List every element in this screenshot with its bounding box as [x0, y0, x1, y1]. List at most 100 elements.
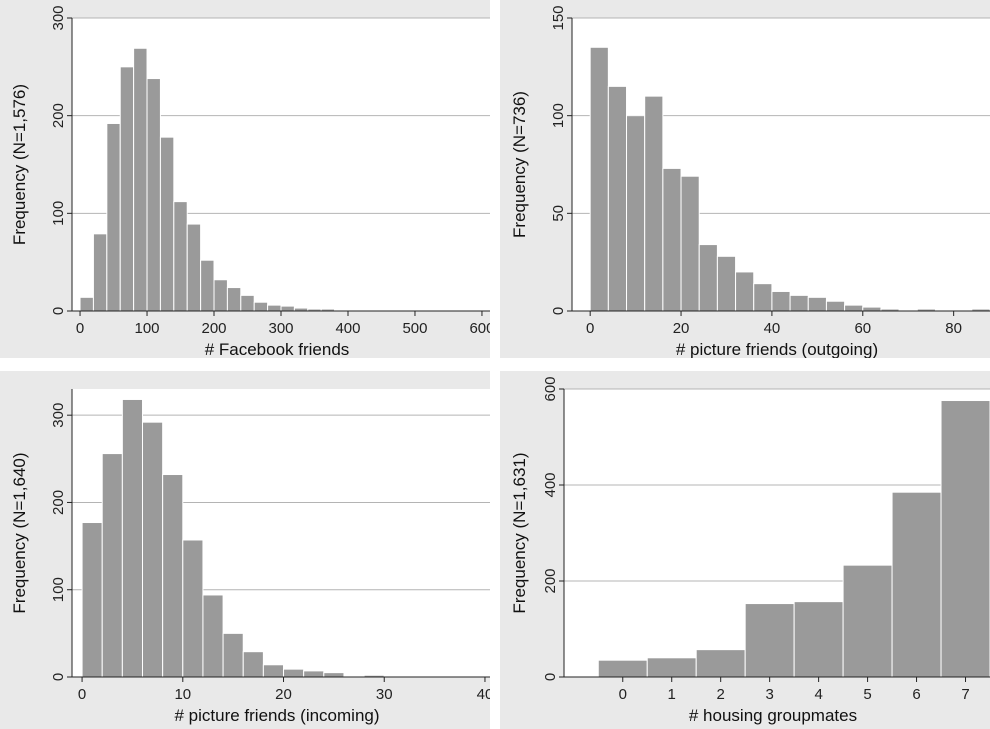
histogram-bar — [744, 603, 795, 678]
histogram-bar — [92, 233, 108, 312]
histogram-bar — [597, 659, 648, 678]
x-tick-label: 1 — [668, 686, 676, 703]
chart-svg: 0 100 200 300 0 10 20 30 40 # picture friends (in… — [10, 389, 490, 725]
y-tick-label: 300 — [50, 403, 67, 428]
histogram-bar — [200, 259, 215, 312]
y-axis-label: Frequency (N=1,640) — [10, 452, 29, 613]
y-tick-label: 0 — [50, 307, 67, 315]
histogram-bar — [716, 255, 737, 312]
y-axis-label: Frequency (N=1,631) — [510, 452, 529, 613]
x-axis-label: # housing groupmates — [689, 706, 857, 725]
histogram-bar — [789, 294, 809, 312]
histogram-bar — [162, 474, 184, 678]
y-tick-label: 100 — [550, 103, 567, 128]
histogram-bar — [626, 115, 646, 312]
histogram-bar — [262, 664, 285, 678]
y-axis-label: Frequency (N=736) — [510, 91, 529, 238]
histogram-bar — [119, 66, 135, 312]
y-tick-label: 200 — [50, 490, 67, 515]
x-tick-label: 0 — [619, 686, 627, 703]
histogram-bar — [735, 271, 755, 312]
y-tick-label: 0 — [542, 673, 559, 681]
y-tick-label: 150 — [550, 5, 567, 30]
y-tick-label: 200 — [542, 568, 559, 593]
x-tick-label: 80 — [945, 320, 962, 337]
x-tick-label: 3 — [765, 686, 773, 703]
histogram-bar — [133, 47, 148, 312]
chart-svg: 0 200 400 600 0 1 2 3 4 5 6 7 # housing groupmates Fr… — [510, 376, 990, 725]
x-axis-label: # picture friends (outgoing) — [676, 340, 878, 358]
histogram-bar — [323, 672, 345, 678]
histogram-bar — [680, 175, 700, 312]
histogram-bar — [283, 668, 305, 678]
histogram-bar — [280, 305, 295, 312]
y-tick-label: 0 — [50, 673, 67, 681]
x-tick-label: 300 — [268, 320, 293, 337]
histogram-bar — [106, 122, 121, 312]
chart-svg: 0 50 100 150 0 20 40 60 80 # picture friends (out… — [510, 5, 990, 358]
histogram-picture-friends-outgoing: 0 50 100 150 0 20 40 60 80 # picture friends (out… — [500, 0, 990, 358]
x-axis-label: # Facebook friends — [205, 340, 350, 358]
x-tick-label: 5 — [863, 686, 871, 703]
histogram-bar — [242, 651, 264, 678]
histogram-bar — [81, 522, 103, 678]
x-tick-label: 600 — [469, 320, 490, 337]
histogram-bar — [303, 670, 325, 678]
x-tick-label: 0 — [78, 686, 86, 703]
histogram-bar — [842, 564, 893, 678]
x-tick-label: 0 — [76, 320, 84, 337]
histogram-bar — [695, 649, 746, 678]
histogram-bar — [253, 301, 269, 312]
histogram-bar — [891, 491, 942, 678]
y-axis-label: Frequency (N=1,576) — [10, 84, 29, 245]
histogram-bar — [793, 601, 844, 678]
histogram-bar — [607, 85, 628, 312]
x-tick-label: 10 — [174, 686, 191, 703]
histogram-bar — [753, 283, 773, 312]
histogram-bar — [807, 296, 827, 312]
histogram-bar — [771, 290, 791, 312]
histogram-bar — [222, 632, 244, 678]
histogram-bar — [662, 167, 682, 312]
x-tick-label: 30 — [376, 686, 393, 703]
histogram-bar — [101, 453, 123, 678]
histogram-bar — [240, 294, 255, 312]
chart-svg: 0 100 200 300 0 100 200 300 400 500 600 # Facebook … — [10, 5, 490, 358]
x-tick-label: 6 — [912, 686, 920, 703]
histogram-bar — [646, 657, 697, 678]
x-tick-label: 60 — [854, 320, 871, 337]
histogram-bar — [862, 306, 882, 312]
x-tick-label: 40 — [477, 686, 490, 703]
histogram-bar — [202, 594, 224, 678]
histogram-bar — [267, 304, 282, 312]
histogram-bar — [159, 136, 175, 312]
histogram-bar — [146, 78, 161, 312]
histogram-bar — [121, 398, 144, 678]
x-tick-label: 100 — [135, 320, 160, 337]
histogram-bar — [844, 304, 864, 312]
x-tick-label: 2 — [717, 686, 725, 703]
histogram-bar — [79, 296, 94, 312]
histogram-bar — [825, 300, 846, 312]
x-tick-label: 400 — [335, 320, 360, 337]
histogram-bar — [698, 244, 718, 312]
x-tick-label: 40 — [764, 320, 781, 337]
x-axis-label: # picture friends (incoming) — [174, 706, 379, 725]
histogram-bar — [142, 421, 164, 678]
y-tick-label: 600 — [542, 376, 559, 401]
y-tick-label: 50 — [550, 205, 567, 222]
histogram-bar — [940, 400, 990, 678]
y-tick-label: 300 — [50, 5, 67, 30]
histogram-bar — [213, 279, 228, 312]
y-tick-label: 100 — [50, 577, 67, 602]
histogram-bar — [173, 201, 188, 312]
histogram-picture-friends-incoming: 0 100 200 300 0 10 20 30 40 # picture friends (in… — [0, 371, 490, 729]
x-tick-label: 500 — [402, 320, 427, 337]
x-tick-label: 200 — [201, 320, 226, 337]
histogram-bar — [186, 223, 202, 312]
x-tick-label: 4 — [814, 686, 822, 703]
x-tick-label: 0 — [586, 320, 594, 337]
y-tick-label: 100 — [50, 201, 67, 226]
histogram-bar — [589, 46, 609, 312]
